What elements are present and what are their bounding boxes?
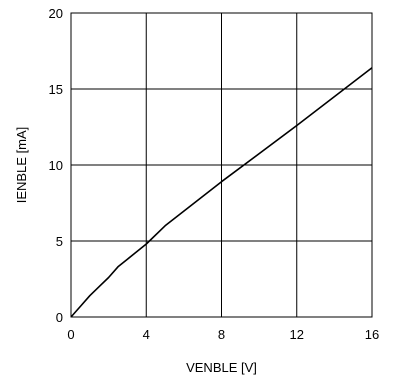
x-tick-labels: 0 4 8 12 16 — [67, 327, 379, 342]
grid-lines — [70, 12, 373, 318]
series-line — [70, 67, 373, 318]
x-tick-label: 16 — [365, 327, 379, 342]
y-tick-label: 0 — [56, 310, 63, 325]
series-layer — [70, 67, 373, 318]
y-tick-label: 20 — [49, 6, 63, 21]
x-tick-label: 4 — [143, 327, 150, 342]
x-tick-label: 0 — [67, 327, 74, 342]
x-tick-label: 12 — [290, 327, 304, 342]
x-tick-label: 8 — [218, 327, 225, 342]
y-axis-label: IENBLE [mA] — [14, 127, 29, 204]
plot-frame — [70, 12, 373, 318]
x-axis-label: VENBLE [V] — [186, 360, 257, 375]
y-tick-label: 10 — [49, 158, 63, 173]
y-tick-label: 15 — [49, 82, 63, 97]
y-tick-label: 5 — [56, 234, 63, 249]
y-tick-labels: 0 5 10 15 20 — [49, 6, 63, 325]
